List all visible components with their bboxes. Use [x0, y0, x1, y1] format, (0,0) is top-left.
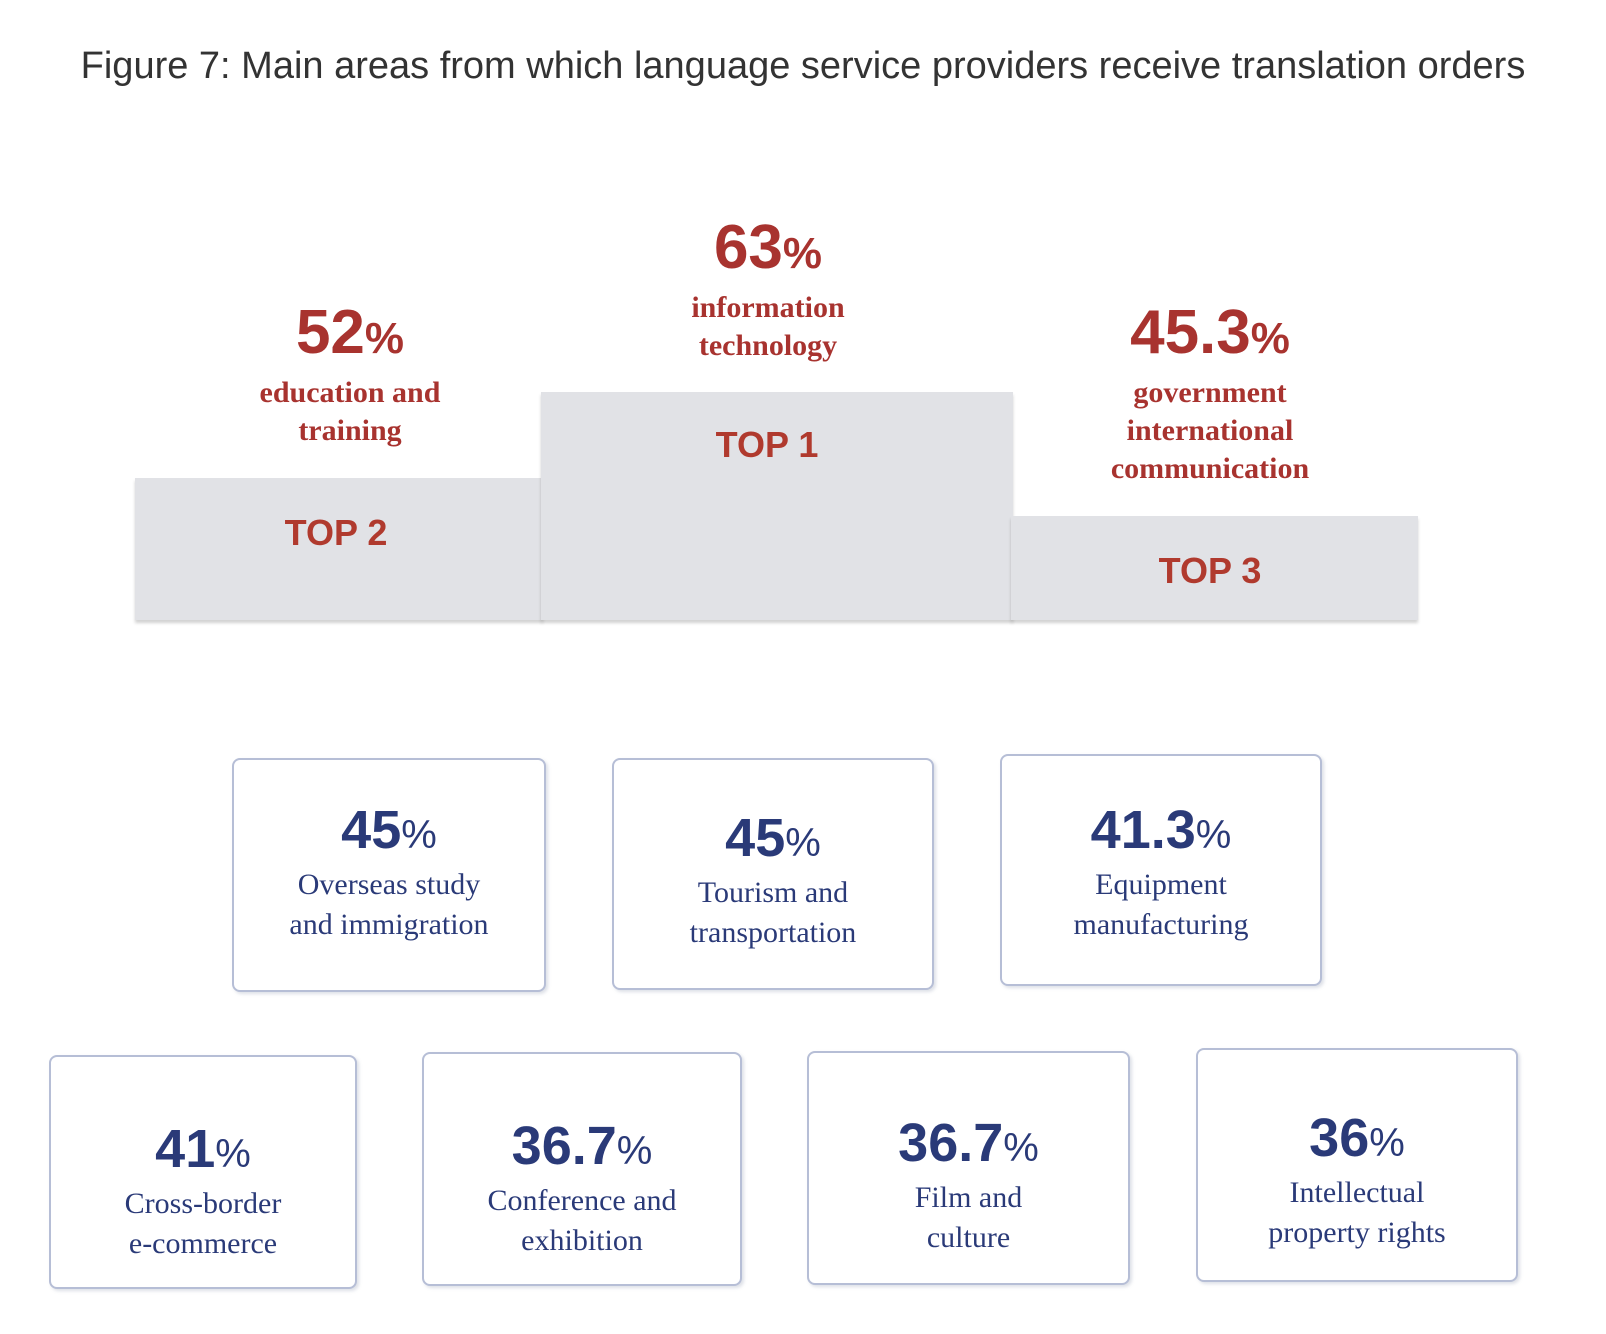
card-unit: % [215, 1132, 251, 1176]
card-conference: 36.7% Conference and exhibition [422, 1052, 742, 1286]
podium-top2-label: TOP 2 [284, 512, 388, 553]
card-unit: % [616, 1129, 653, 1173]
card-category: Cross-border e-commerce [124, 1187, 282, 1260]
card-category: Film and culture [914, 1181, 1023, 1254]
podium-top3-label: TOP 3 [1158, 550, 1262, 591]
card-value: 41.3% [1002, 800, 1320, 865]
card-overseas-study: 45% Overseas study and immigration [232, 758, 546, 992]
card-unit: % [401, 813, 437, 857]
card-unit: % [1003, 1126, 1039, 1170]
card-number: 45 [725, 808, 786, 868]
card-unit: % [1369, 1121, 1405, 1165]
card-number: 36 [1309, 1108, 1370, 1168]
card-value: 45% [234, 800, 544, 865]
top2-unit: % [364, 314, 405, 363]
card-ip-rights: 36% Intellectual property rights [1196, 1048, 1518, 1282]
card-number: 36.7 [511, 1116, 617, 1176]
card-equipment: 41.3% Equipment manufacturing [1000, 754, 1322, 986]
card-value: 36% [1198, 1108, 1516, 1173]
top2-value: 52% [190, 300, 510, 372]
top3-unit: % [1250, 314, 1290, 363]
top2-item: 52% education and training [190, 300, 510, 450]
card-tourism: 45% Tourism and transportation [612, 758, 934, 990]
podium-top3-block [1011, 516, 1418, 620]
top1-unit: % [782, 229, 823, 278]
card-category: Intellectual property rights [1268, 1176, 1446, 1249]
top1-value: 63% [608, 215, 928, 287]
card-value: 36.7% [424, 1116, 740, 1181]
card-value: 41% [51, 1119, 355, 1184]
top1-item: 63% information technology [608, 215, 928, 365]
card-cross-border: 41% Cross-border e-commerce [49, 1055, 357, 1289]
podium-top2-block [135, 478, 543, 620]
top3-value: 45.3% [1050, 300, 1370, 372]
top1-category: information technology [691, 291, 845, 362]
top3-category: government international communication [1110, 376, 1310, 485]
card-value: 45% [614, 808, 932, 873]
top3-number: 45.3 [1130, 298, 1251, 367]
podium-top1-label: TOP 1 [715, 424, 819, 465]
top2-category: education and training [259, 376, 441, 447]
card-number: 45 [341, 800, 402, 860]
card-number: 41.3 [1090, 800, 1196, 860]
card-category: Conference and exhibition [487, 1184, 677, 1257]
card-film: 36.7% Film and culture [807, 1051, 1130, 1285]
podium-top1-block [541, 392, 1013, 620]
card-category: Overseas study and immigration [289, 868, 489, 941]
top1-number: 63 [713, 213, 783, 282]
card-unit: % [1195, 813, 1232, 857]
chart-title: Figure 7: Main areas from which language… [80, 45, 1526, 87]
top2-number: 52 [295, 298, 365, 367]
card-value: 36.7% [809, 1113, 1128, 1178]
card-category: Equipment manufacturing [1073, 868, 1249, 941]
card-number: 36.7 [898, 1113, 1004, 1173]
top3-item: 45.3% government international communica… [1050, 300, 1370, 488]
card-unit: % [785, 821, 821, 865]
card-category: Tourism and transportation [689, 876, 857, 949]
card-number: 41 [155, 1119, 216, 1179]
